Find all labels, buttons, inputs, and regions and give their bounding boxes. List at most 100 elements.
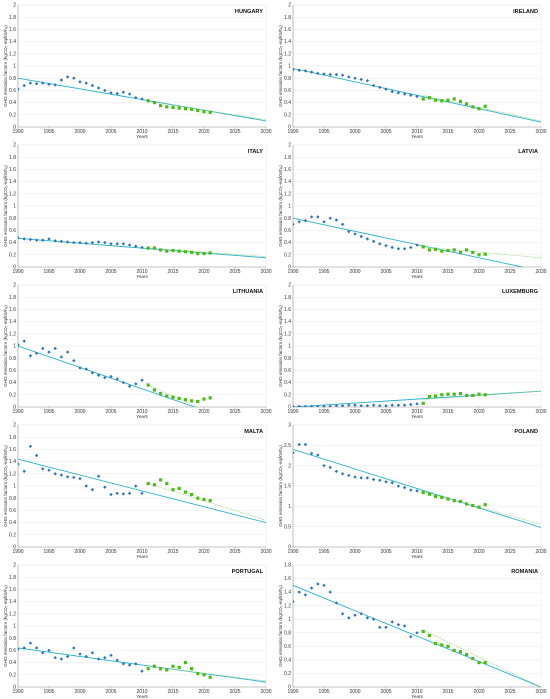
- x-tick-label: 2000: [74, 549, 85, 555]
- x-tick-label: 2030: [260, 129, 271, 135]
- data-point-historical: [402, 92, 407, 96]
- y-tick-label: 1.4: [284, 39, 291, 45]
- data-point-historical: [359, 234, 363, 239]
- y-tick-label: 1.2: [284, 603, 291, 609]
- x-tick-label: 2030: [535, 689, 546, 695]
- data-point-historical: [140, 245, 144, 250]
- data-point-recent: [446, 392, 450, 396]
- data-point-recent: [208, 675, 212, 679]
- y-tick-label: 1.2: [9, 471, 16, 477]
- x-axis-label: Years: [411, 554, 423, 559]
- x-tick-label: 1995: [43, 129, 54, 135]
- data-point-recent: [483, 252, 487, 256]
- data-point-historical: [390, 245, 394, 250]
- y-tick-label: 1.2: [284, 191, 291, 197]
- data-point-historical: [309, 404, 314, 407]
- data-point-historical: [47, 350, 51, 354]
- data-point-historical: [340, 222, 345, 226]
- data-point-historical: [396, 403, 401, 407]
- data-point-recent: [471, 250, 475, 254]
- data-point-recent: [477, 107, 481, 111]
- data-point-historical: [415, 94, 419, 99]
- x-tick-label: 2030: [535, 269, 546, 275]
- y-tick-label: 1: [13, 344, 16, 350]
- y-tick-label: 1.4: [9, 179, 16, 185]
- y-tick-label: 0: [288, 125, 291, 131]
- data-point-historical: [115, 491, 119, 496]
- data-point-historical: [115, 377, 119, 381]
- data-point-historical: [53, 83, 57, 87]
- data-point-recent: [421, 97, 425, 101]
- y-axis-label: GHG emission factors (kgCO₂-eq/kWhₑ): [278, 165, 283, 247]
- data-point-historical: [47, 82, 51, 86]
- data-point-historical: [293, 599, 295, 604]
- y-tick-label: 0: [288, 685, 291, 691]
- data-point-recent: [146, 481, 150, 486]
- data-point-recent: [440, 249, 444, 253]
- data-point-historical: [390, 403, 394, 407]
- data-point-historical: [334, 218, 339, 222]
- chart-panel-romania: 0 0.2 0.4 0.6 0.8 1 1.2 1.4 1.6 1.8 1990 1995 2000 20…: [278, 563, 547, 699]
- data-point-historical: [415, 243, 419, 247]
- data-point-recent: [452, 392, 456, 396]
- trend-line-historical: [18, 458, 266, 524]
- data-point-historical: [316, 71, 320, 76]
- data-point-recent: [446, 644, 450, 648]
- data-point-recent: [177, 665, 181, 670]
- y-tick-label: 1.8: [9, 15, 16, 21]
- data-point-recent: [152, 483, 156, 487]
- data-point-recent: [446, 497, 450, 501]
- data-point-recent: [146, 667, 150, 671]
- y-tick-label: 2: [13, 3, 16, 9]
- data-point-historical: [415, 402, 419, 406]
- data-point-historical: [334, 72, 339, 77]
- data-point-recent: [477, 392, 481, 396]
- data-point-recent: [190, 107, 194, 111]
- data-point-historical: [34, 453, 39, 458]
- data-point-historical: [359, 77, 363, 82]
- y-axis-label: GHG emission factors (kgCO₂-eq/kWhₑ): [278, 445, 283, 527]
- y-tick-label: 0.8: [9, 496, 16, 502]
- x-tick-label: 2030: [260, 549, 271, 555]
- data-point-recent: [171, 395, 175, 399]
- data-point-historical: [134, 484, 138, 488]
- x-tick-label: 1990: [12, 689, 23, 695]
- data-point-historical: [322, 220, 326, 224]
- data-point-historical: [121, 380, 126, 385]
- data-point-historical: [22, 83, 26, 88]
- data-point-recent: [177, 106, 181, 110]
- data-point-historical: [109, 492, 113, 497]
- data-point-historical: [378, 85, 382, 90]
- y-tick-label: 0.8: [9, 356, 16, 362]
- data-point-historical: [303, 442, 308, 447]
- data-point-recent: [434, 642, 438, 646]
- data-point-recent: [177, 249, 181, 253]
- data-point-historical: [78, 80, 82, 84]
- data-point-recent: [421, 401, 425, 405]
- data-point-recent: [458, 250, 462, 254]
- data-point-recent: [146, 246, 150, 250]
- y-tick-label: 2: [288, 283, 291, 289]
- data-point-recent: [465, 393, 469, 398]
- data-point-historical: [303, 69, 308, 73]
- data-point-historical: [72, 358, 76, 363]
- data-point-historical: [293, 450, 295, 455]
- data-point-historical: [22, 469, 26, 474]
- data-point-recent: [434, 494, 438, 499]
- data-point-historical: [297, 442, 301, 447]
- data-point-historical: [297, 220, 301, 224]
- x-tick-label: 2020: [198, 409, 209, 415]
- data-point-historical: [353, 76, 357, 80]
- data-point-recent: [171, 664, 175, 668]
- data-point-historical: [316, 404, 320, 407]
- x-tick-label: 2030: [260, 409, 271, 415]
- y-tick-label: 0: [288, 405, 291, 411]
- x-axis-label: Years: [411, 274, 423, 279]
- data-point-historical: [353, 232, 357, 236]
- y-tick-label: 0.2: [9, 112, 16, 118]
- x-tick-label: 1995: [43, 549, 54, 555]
- y-tick-label: 0.8: [284, 216, 291, 222]
- data-point-recent: [465, 248, 469, 252]
- data-point-recent: [440, 643, 444, 647]
- y-tick-label: 1.8: [9, 435, 16, 441]
